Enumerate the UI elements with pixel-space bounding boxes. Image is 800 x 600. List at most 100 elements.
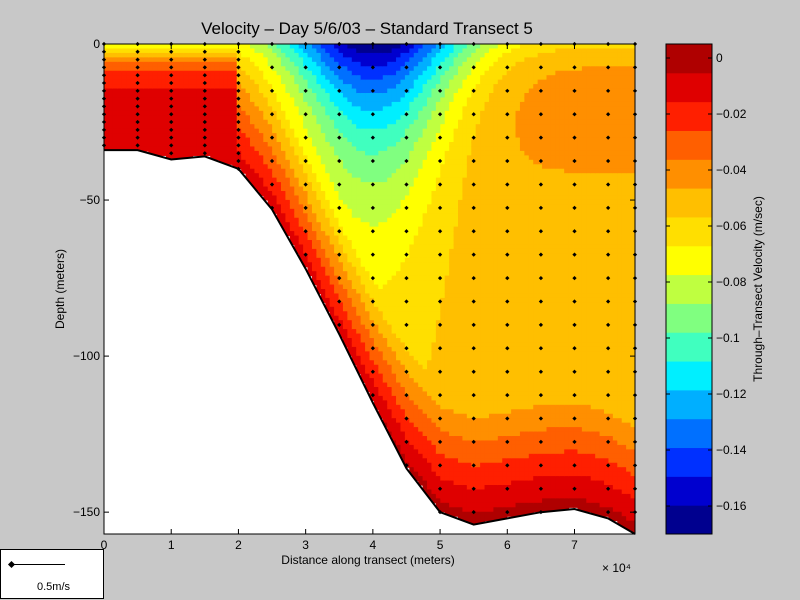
field-cell [440, 489, 446, 495]
field-cell [466, 248, 472, 254]
field-cell [378, 177, 384, 183]
field-cell [360, 297, 366, 303]
field-cell [289, 240, 295, 246]
field-cell [418, 84, 424, 90]
field-cell [227, 133, 233, 139]
field-cell [431, 284, 437, 290]
field-cell [449, 284, 455, 290]
field-cell [484, 333, 490, 339]
field-cell [281, 204, 287, 210]
field-cell [148, 133, 154, 139]
field-cell [307, 199, 313, 205]
field-cell [387, 226, 393, 232]
field-cell [431, 306, 437, 312]
field-cell [413, 231, 419, 237]
field-cell [422, 311, 428, 317]
field-cell [258, 173, 264, 179]
field-cell [210, 52, 216, 58]
field-cell [143, 119, 149, 125]
field-cell [444, 476, 450, 482]
field-cell [422, 342, 428, 348]
field-cell [471, 360, 477, 366]
field-cell [404, 400, 410, 406]
field-cell [440, 106, 446, 112]
field-cell [400, 333, 406, 339]
field-cell [334, 266, 340, 272]
field-cell [453, 155, 459, 161]
field-cell [418, 93, 424, 99]
field-cell [373, 164, 379, 170]
field-cell [396, 119, 402, 125]
field-cell [391, 84, 397, 90]
field-cell [440, 284, 446, 290]
field-cell [294, 48, 300, 54]
field-cell [440, 88, 446, 94]
field-cell [267, 159, 273, 165]
field-cell [404, 373, 410, 379]
field-cell [320, 168, 326, 174]
field-cell [311, 226, 317, 232]
field-cell [488, 79, 494, 85]
field-cell [458, 182, 464, 188]
field-cell [356, 168, 362, 174]
field-cell [435, 485, 441, 491]
field-cell [484, 306, 490, 312]
field-cell [427, 360, 433, 366]
field-cell [440, 493, 446, 499]
field-cell [453, 159, 459, 165]
field-cell [444, 320, 450, 326]
field-cell [391, 369, 397, 375]
field-cell [418, 329, 424, 335]
field-cell [320, 115, 326, 121]
field-cell [139, 146, 145, 152]
field-cell [219, 79, 225, 85]
field-cell [409, 373, 415, 379]
field-cell [360, 137, 366, 143]
field-cell [440, 182, 446, 188]
field-cell [360, 266, 366, 272]
field-cell [351, 155, 357, 161]
field-cell [444, 502, 450, 508]
field-cell [369, 177, 375, 183]
field-cell [347, 231, 353, 237]
field-cell [179, 150, 185, 156]
field-cell [161, 97, 167, 103]
field-cell [179, 115, 185, 121]
field-cell [488, 84, 494, 90]
field-cell [223, 57, 229, 63]
field-cell [427, 213, 433, 219]
field-cell [219, 142, 225, 148]
field-cell [418, 311, 424, 317]
field-cell [373, 213, 379, 219]
field-cell [183, 93, 189, 99]
field-cell [356, 84, 362, 90]
field-cell [356, 93, 362, 99]
field-cell [458, 293, 464, 299]
field-cell [387, 213, 393, 219]
field-cell [435, 57, 441, 63]
field-cell [391, 66, 397, 72]
field-cell [289, 44, 295, 50]
field-cell [488, 128, 494, 134]
field-cell [329, 257, 335, 263]
field-cell [466, 222, 472, 228]
field-cell [351, 217, 357, 223]
field-cell [329, 311, 335, 317]
field-cell [480, 502, 486, 508]
field-cell [404, 436, 410, 442]
field-cell [462, 346, 468, 352]
field-cell [223, 133, 229, 139]
field-cell [382, 115, 388, 121]
field-cell [431, 404, 437, 410]
field-cell [289, 142, 295, 148]
field-cell [170, 142, 176, 148]
field-cell [360, 231, 366, 237]
field-cell [223, 52, 229, 58]
field-cell [254, 115, 260, 121]
field-cell [219, 48, 225, 54]
field-cell [373, 57, 379, 63]
field-cell [475, 164, 481, 170]
field-cell [201, 70, 207, 76]
field-cell [241, 150, 247, 156]
field-cell [347, 155, 353, 161]
